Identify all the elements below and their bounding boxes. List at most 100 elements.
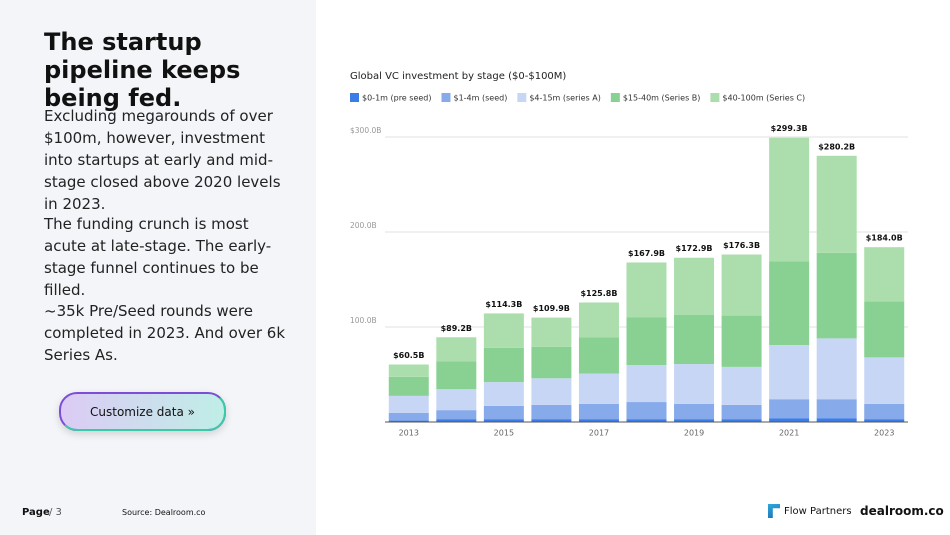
- total-label: $114.3B: [485, 300, 522, 309]
- customize-button[interactable]: Customize data »: [59, 392, 226, 431]
- bar-segment: [388, 395, 429, 413]
- bar-segment: [626, 262, 667, 318]
- y-tick-label: $300.0B: [350, 126, 381, 135]
- legend-swatch: [610, 93, 620, 102]
- bar-segment: [626, 317, 667, 365]
- bar-segment: [483, 419, 524, 422]
- total-label: $184.0B: [866, 234, 903, 243]
- x-tick-label: 2017: [589, 429, 609, 438]
- x-tick-label: 2013: [399, 429, 419, 438]
- bar-segment: [578, 302, 619, 338]
- legend-swatch: [441, 93, 451, 102]
- bar-segment: [436, 337, 477, 362]
- bar-segment: [531, 378, 572, 405]
- legend-swatch: [710, 93, 720, 102]
- legend-label: $40-100m (Series C): [722, 94, 805, 103]
- bar-segment: [721, 254, 762, 316]
- bar-segment: [531, 404, 572, 420]
- bar-segment: [388, 420, 429, 422]
- bar-segment: [531, 419, 572, 422]
- bar-segment: [769, 418, 810, 422]
- legend-label: $15-40m (Series B): [623, 94, 701, 103]
- bar-segment: [578, 403, 619, 420]
- paragraph: The funding crunch is most acute at late…: [44, 215, 272, 299]
- source: Source: Dealroom.co: [122, 508, 206, 517]
- bar-segment: [626, 419, 667, 422]
- total-label: $89.2B: [441, 324, 472, 333]
- bar-segment: [483, 347, 524, 383]
- paragraph: ~35k Pre/Seed rounds were completed in 2…: [44, 302, 286, 364]
- bar-segment: [388, 364, 429, 377]
- bar-segment: [578, 337, 619, 374]
- bar-segment: [626, 365, 667, 403]
- bar-segment: [769, 399, 810, 419]
- x-tick-label: 2021: [779, 429, 799, 438]
- chart-title: Global VC investment by stage ($0-$100M): [350, 71, 566, 82]
- bar-segment: [578, 419, 619, 422]
- bar-segment: [388, 376, 429, 396]
- logo-flow-partners: Flow Partners: [784, 506, 852, 517]
- bar-segment: [769, 261, 810, 346]
- button-label: Customize data »: [90, 404, 195, 419]
- bar-segment: [769, 137, 810, 262]
- total-label: $176.3B: [723, 241, 760, 250]
- bar-segment: [721, 419, 762, 422]
- bar-segment: [436, 419, 477, 422]
- bar-segment: [674, 314, 715, 365]
- bar-segment: [626, 402, 667, 420]
- bar-segment: [864, 247, 905, 302]
- bar-segment: [721, 404, 762, 420]
- bar-segment: [674, 364, 715, 404]
- bar-segment: [816, 155, 857, 253]
- x-tick-label: 2023: [874, 429, 894, 438]
- page-label: Page: [22, 507, 50, 518]
- bar-segment: [864, 357, 905, 404]
- bar-segment: [531, 317, 572, 347]
- bar-segment: [436, 410, 477, 420]
- logo-dealroom: dealroom.co: [860, 504, 944, 518]
- paragraph: Excluding megarounds of over $100m, howe…: [44, 107, 281, 213]
- x-tick-label: 2015: [494, 429, 514, 438]
- y-tick-label: 200.0B: [350, 221, 377, 230]
- side-panel: The startup pipeline keeps being fed. Ex…: [0, 0, 316, 535]
- bar-segment: [816, 338, 857, 400]
- total-label: $172.9B: [676, 244, 713, 253]
- legend-label: $4-15m (series A): [529, 94, 601, 103]
- bar-segment: [816, 252, 857, 339]
- bar-segment: [864, 403, 905, 420]
- y-tick-label: 100.0B: [350, 316, 377, 325]
- total-label: $167.9B: [628, 249, 665, 258]
- heading: The startup pipeline keeps being fed.: [44, 28, 241, 112]
- bar-segment: [816, 399, 857, 419]
- page-number: / 3: [49, 507, 62, 518]
- bar-segment: [769, 345, 810, 400]
- bar-segment: [436, 389, 477, 411]
- bar-segment: [483, 382, 524, 406]
- total-label: $60.5B: [393, 351, 424, 360]
- bar-segment: [864, 301, 905, 358]
- bar-segment: [816, 418, 857, 422]
- bar-segment: [436, 361, 477, 390]
- legend-label: $1-4m (seed): [453, 94, 507, 103]
- chart: Global VC investment by stage ($0-$100M)…: [350, 71, 908, 438]
- bar-segment: [531, 346, 572, 379]
- bar-segment: [578, 373, 619, 404]
- bar-segment: [721, 366, 762, 405]
- total-label: $280.2B: [818, 142, 855, 151]
- total-label: $109.9B: [533, 304, 570, 313]
- bar-segment: [674, 403, 715, 420]
- legend-swatch: [350, 93, 359, 102]
- bar-segment: [674, 257, 715, 315]
- bar-segment: [674, 419, 715, 422]
- bar-segment: [483, 313, 524, 348]
- bar-segment: [721, 315, 762, 367]
- bar-segment: [483, 405, 524, 420]
- legend-label: $0-1m (pre seed): [362, 94, 431, 103]
- x-tick-label: 2019: [684, 429, 704, 438]
- total-label: $299.3B: [771, 124, 808, 133]
- bar-segment: [388, 412, 429, 421]
- total-label: $125.8B: [580, 289, 617, 298]
- legend-swatch: [517, 93, 527, 102]
- bar-segment: [864, 419, 905, 422]
